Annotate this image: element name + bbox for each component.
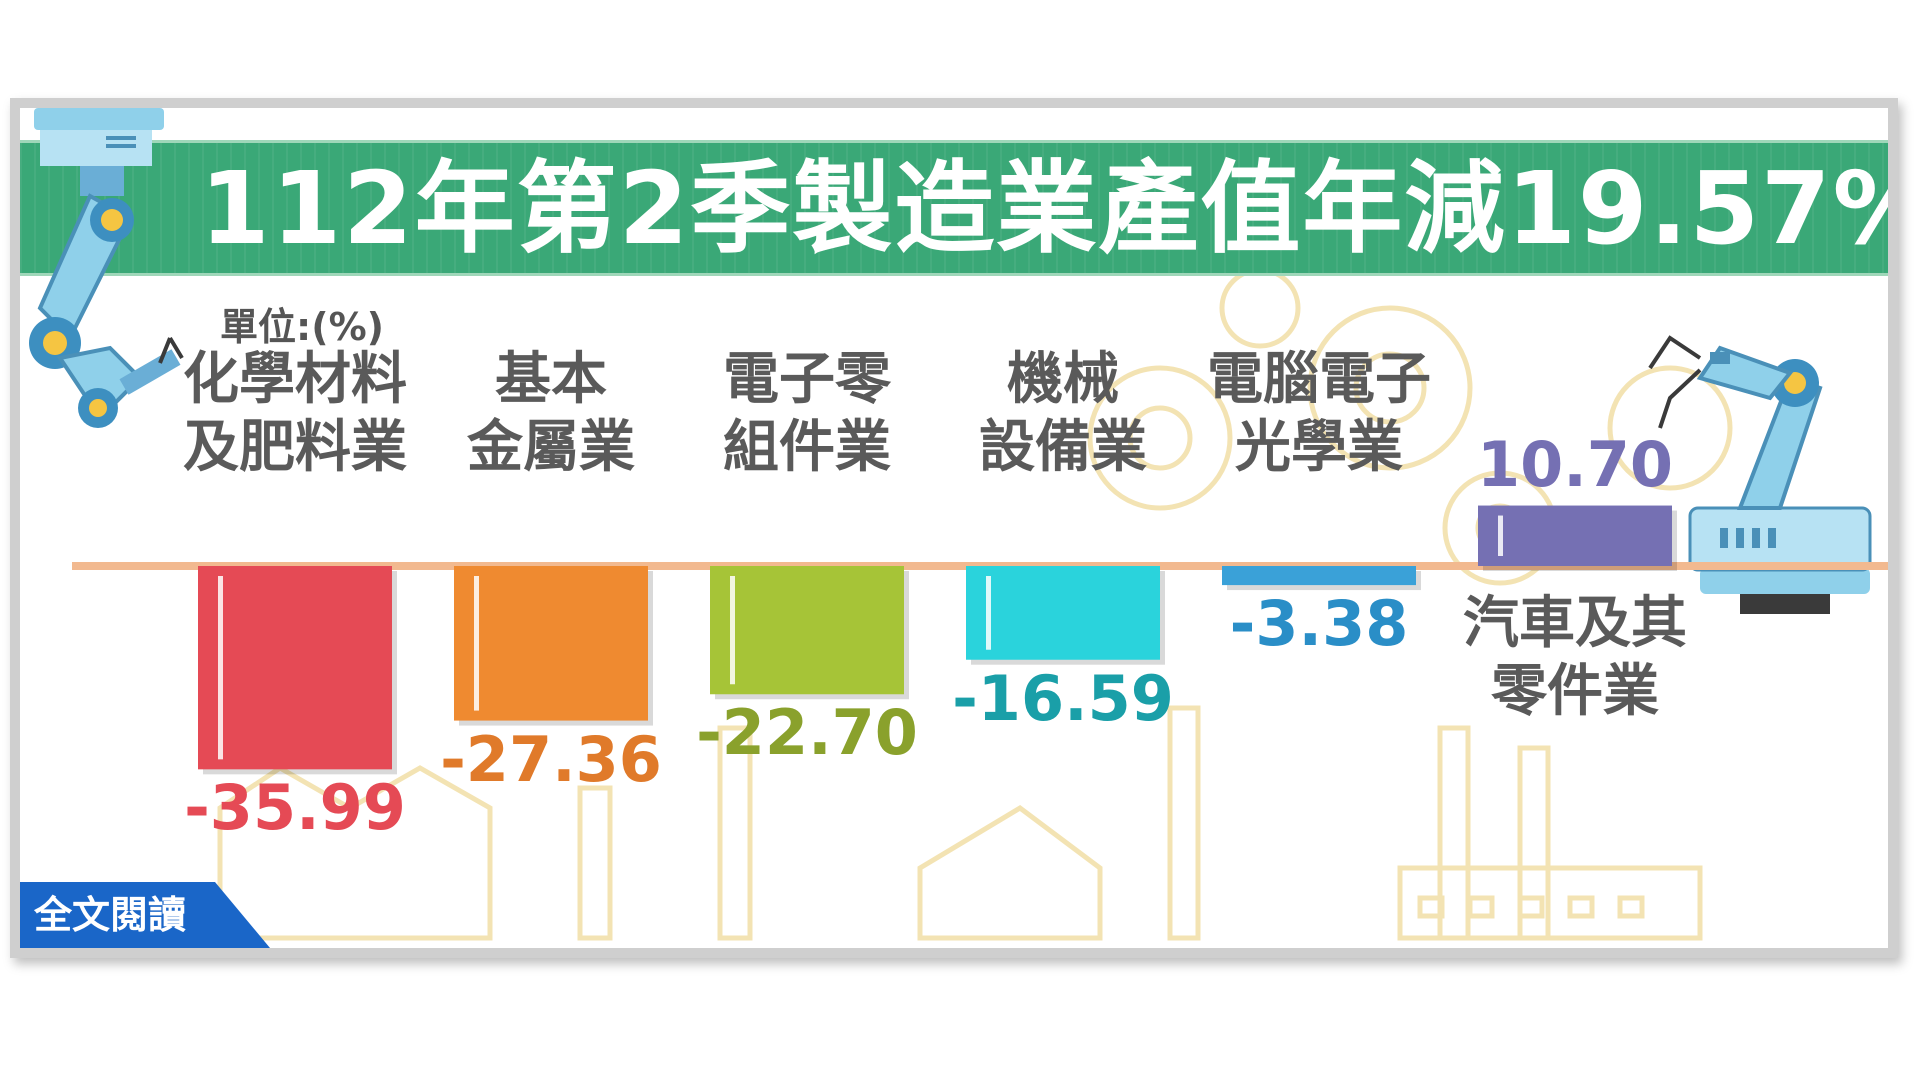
- page-title: 112年第2季製造業產值年減19.57%: [200, 150, 1898, 267]
- category-label: 電腦電子 光學業: [1207, 347, 1431, 480]
- value-label: 10.70: [1476, 427, 1674, 501]
- robot-arm-left-illustration: [29, 108, 184, 428]
- value-label: -3.38: [1229, 587, 1409, 661]
- bar-highlight: [1498, 515, 1503, 556]
- bar-chart: [72, 505, 1888, 775]
- value-label: -16.59: [952, 661, 1174, 735]
- bar-3: [966, 566, 1160, 660]
- bar-0: [198, 566, 392, 770]
- value-label: -22.70: [696, 696, 918, 770]
- unit-label: 單位:(%): [220, 305, 385, 349]
- category-label: 電子零 組件業: [723, 347, 891, 480]
- factory-background-illustration: [217, 267, 1733, 941]
- category-label: 機械 設備業: [979, 347, 1147, 480]
- bar-4: [1222, 566, 1416, 586]
- category-label: 化學材料 及肥料業: [183, 347, 407, 480]
- bar-highlight: [218, 576, 223, 760]
- title-banner: [20, 140, 1888, 276]
- value-label: -35.99: [184, 771, 406, 845]
- bar-1: [454, 566, 648, 721]
- bar-2: [710, 566, 904, 695]
- robot-arm-right-illustration: [1648, 335, 1872, 614]
- infographic-card: 112年第2季製造業產值年減19.57% 單位:(%) 化學材料 及肥料業 -35…: [10, 98, 1898, 958]
- bar-highlight: [474, 576, 479, 711]
- value-label: -27.36: [440, 722, 662, 796]
- bar-highlight: [986, 576, 991, 650]
- category-label: 基本 金屬業: [467, 347, 635, 480]
- bar-highlight: [730, 576, 735, 685]
- category-label: 汽車及其 零件業: [1463, 591, 1687, 724]
- bar-5: [1478, 505, 1672, 566]
